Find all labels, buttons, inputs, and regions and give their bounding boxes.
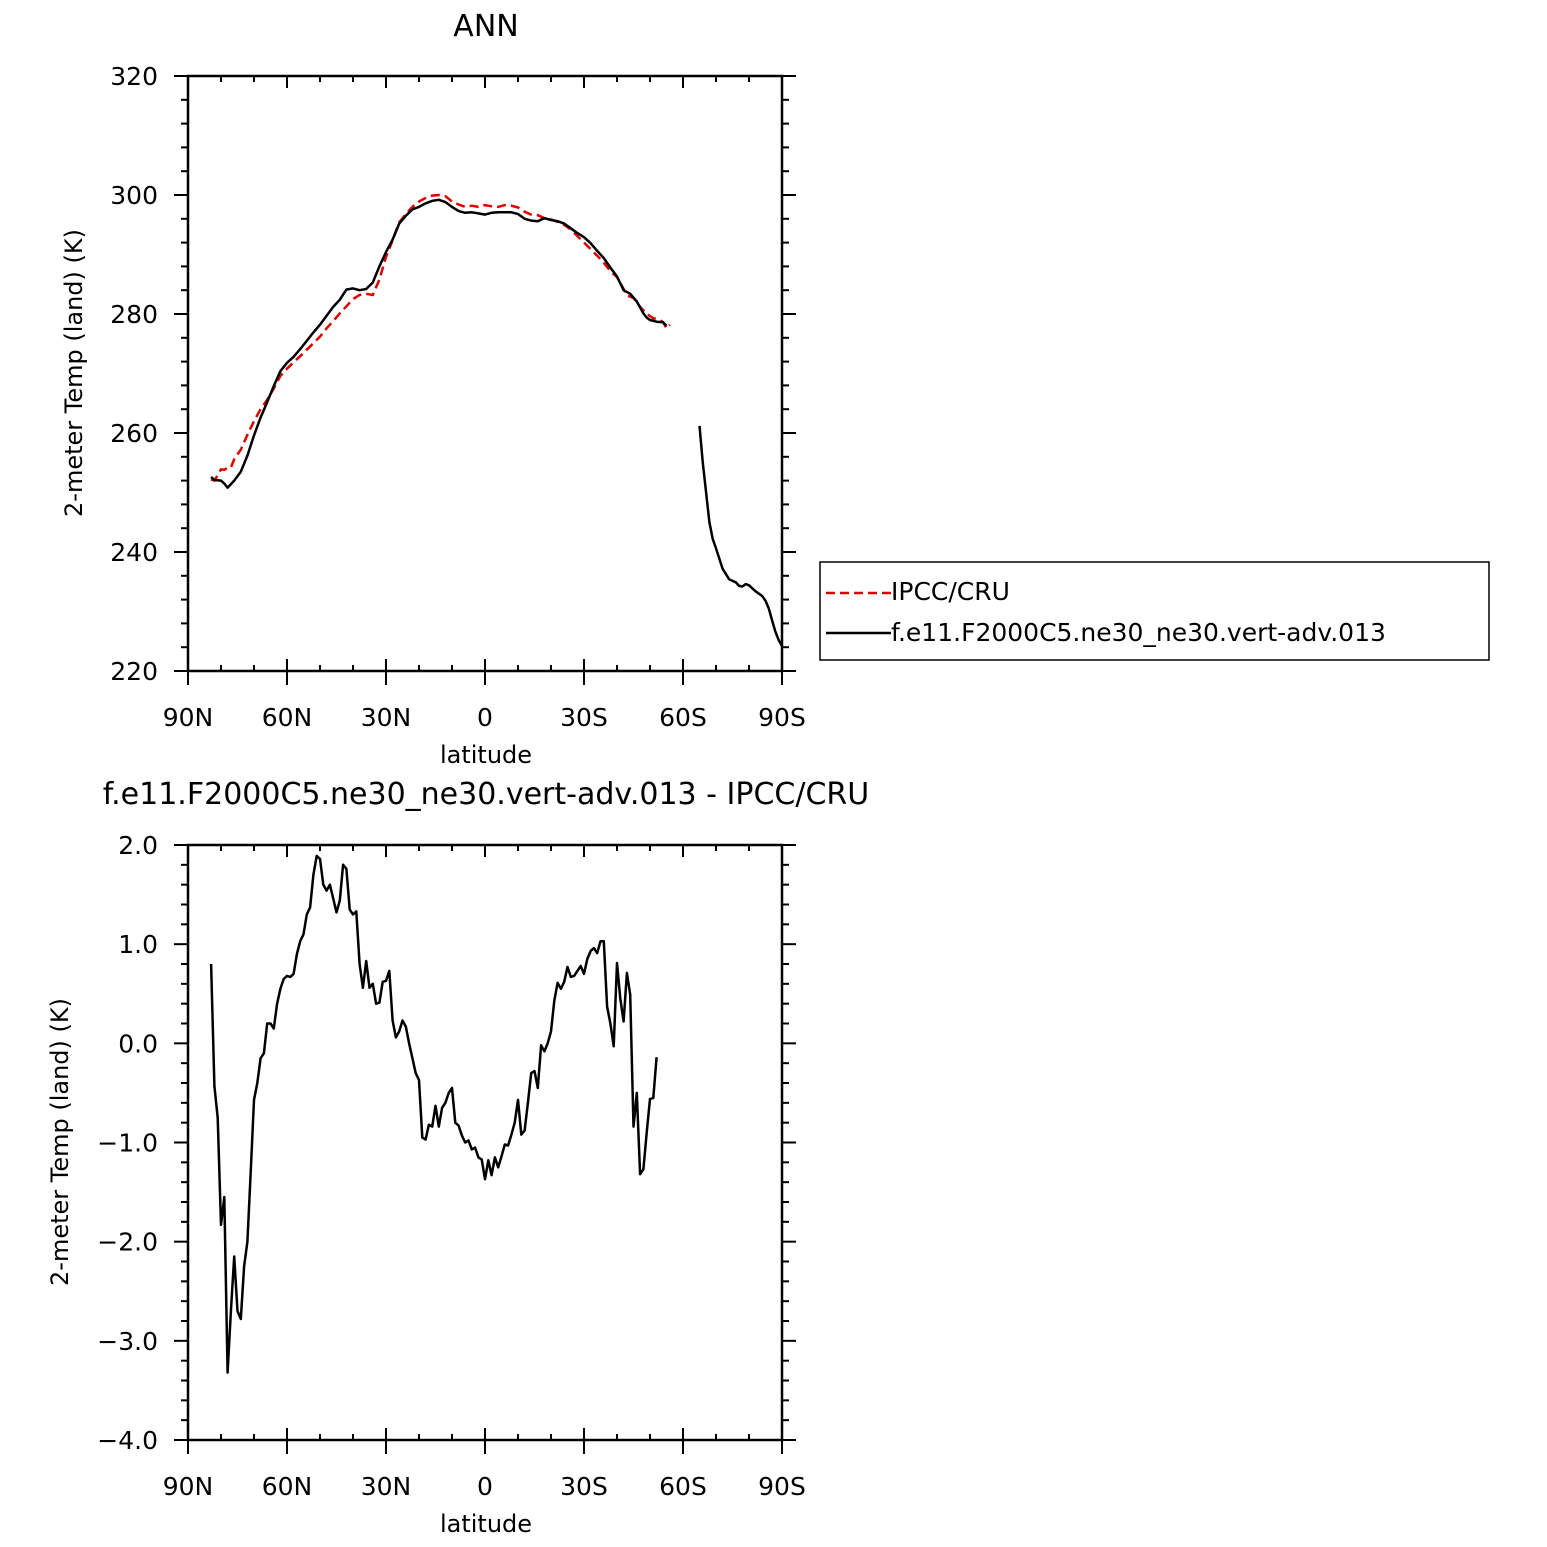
- y-tick-label: −1.0: [97, 1129, 158, 1158]
- series-line-model: [209, 854, 658, 1374]
- y-tick-label: 220: [110, 657, 158, 686]
- y-tick-label: −3.0: [97, 1327, 158, 1356]
- bottom-plot-frame: [186, 843, 784, 1442]
- bottom-axis-ticks: [174, 844, 796, 1454]
- legend-label-ipcc-cru: IPCC/CRU: [891, 577, 1010, 606]
- y-tick-label: 1.0: [118, 930, 158, 959]
- y-tick-label: 0.0: [118, 1029, 158, 1058]
- y-tick-label: 240: [110, 538, 158, 567]
- series-line-model: [210, 198, 668, 489]
- top-y-axis-title: 2-meter Temp (land) (K): [60, 229, 88, 517]
- bottom-x-axis-title: latitude: [440, 1510, 532, 1538]
- x-tick-label: 60S: [659, 703, 707, 732]
- top-plot-frame: [186, 74, 784, 673]
- x-tick-label: 90N: [163, 1472, 214, 1501]
- bottom-panel: f.e11.F2000C5.ne30_ne30.vert-adv.013 - I…: [46, 777, 869, 1538]
- y-tick-label: 260: [110, 419, 158, 448]
- x-tick-label: 0: [477, 703, 493, 732]
- y-tick-label: 320: [110, 62, 158, 91]
- x-tick-label: 60N: [262, 1472, 313, 1501]
- top-x-tick-labels: 90N 60N 30N 0 30S 60S 90S: [163, 703, 806, 732]
- top-legend: IPCC/CRU f.e11.F2000C5.ne30_ne30.vert-ad…: [819, 561, 1490, 661]
- x-tick-label: 30S: [560, 703, 608, 732]
- x-tick-label: 90S: [758, 1472, 806, 1501]
- x-tick-label: 60N: [262, 703, 313, 732]
- bottom-series-lines: [209, 854, 658, 1374]
- x-tick-label: 60S: [659, 1472, 707, 1501]
- y-tick-label: −2.0: [97, 1228, 158, 1257]
- bottom-y-axis-title: 2-meter Temp (land) (K): [46, 998, 74, 1286]
- y-tick-label: 280: [110, 300, 158, 329]
- top-axis-ticks: [174, 75, 796, 685]
- bottom-y-tick-labels: −4.0 −3.0 −2.0 −1.0 0.0 1.0 2.0: [97, 831, 158, 1455]
- top-series-lines: [210, 193, 784, 647]
- y-tick-label: 2.0: [118, 831, 158, 860]
- y-tick-label: −4.0: [97, 1426, 158, 1455]
- x-tick-label: 90N: [163, 703, 214, 732]
- series-line-ipcc-cru: [210, 193, 671, 482]
- x-tick-label: 30N: [361, 1472, 412, 1501]
- bottom-plot-title: f.e11.F2000C5.ne30_ne30.vert-adv.013 - I…: [103, 777, 869, 812]
- x-tick-label: 0: [477, 1472, 493, 1501]
- top-y-tick-labels: 220 240 260 280 300 320: [110, 62, 158, 686]
- top-x-axis-title: latitude: [440, 741, 532, 769]
- top-plot-title: ANN: [453, 9, 518, 44]
- x-tick-label: 30N: [361, 703, 412, 732]
- y-tick-label: 300: [110, 181, 158, 210]
- x-tick-label: 30S: [560, 1472, 608, 1501]
- series-line-model: [698, 425, 784, 647]
- legend-box: [819, 561, 1490, 661]
- bottom-x-tick-labels: 90N 60N 30N 0 30S 60S 90S: [163, 1472, 806, 1501]
- x-tick-label: 90S: [758, 703, 806, 732]
- legend-label-model: f.e11.F2000C5.ne30_ne30.vert-adv.013: [891, 618, 1386, 647]
